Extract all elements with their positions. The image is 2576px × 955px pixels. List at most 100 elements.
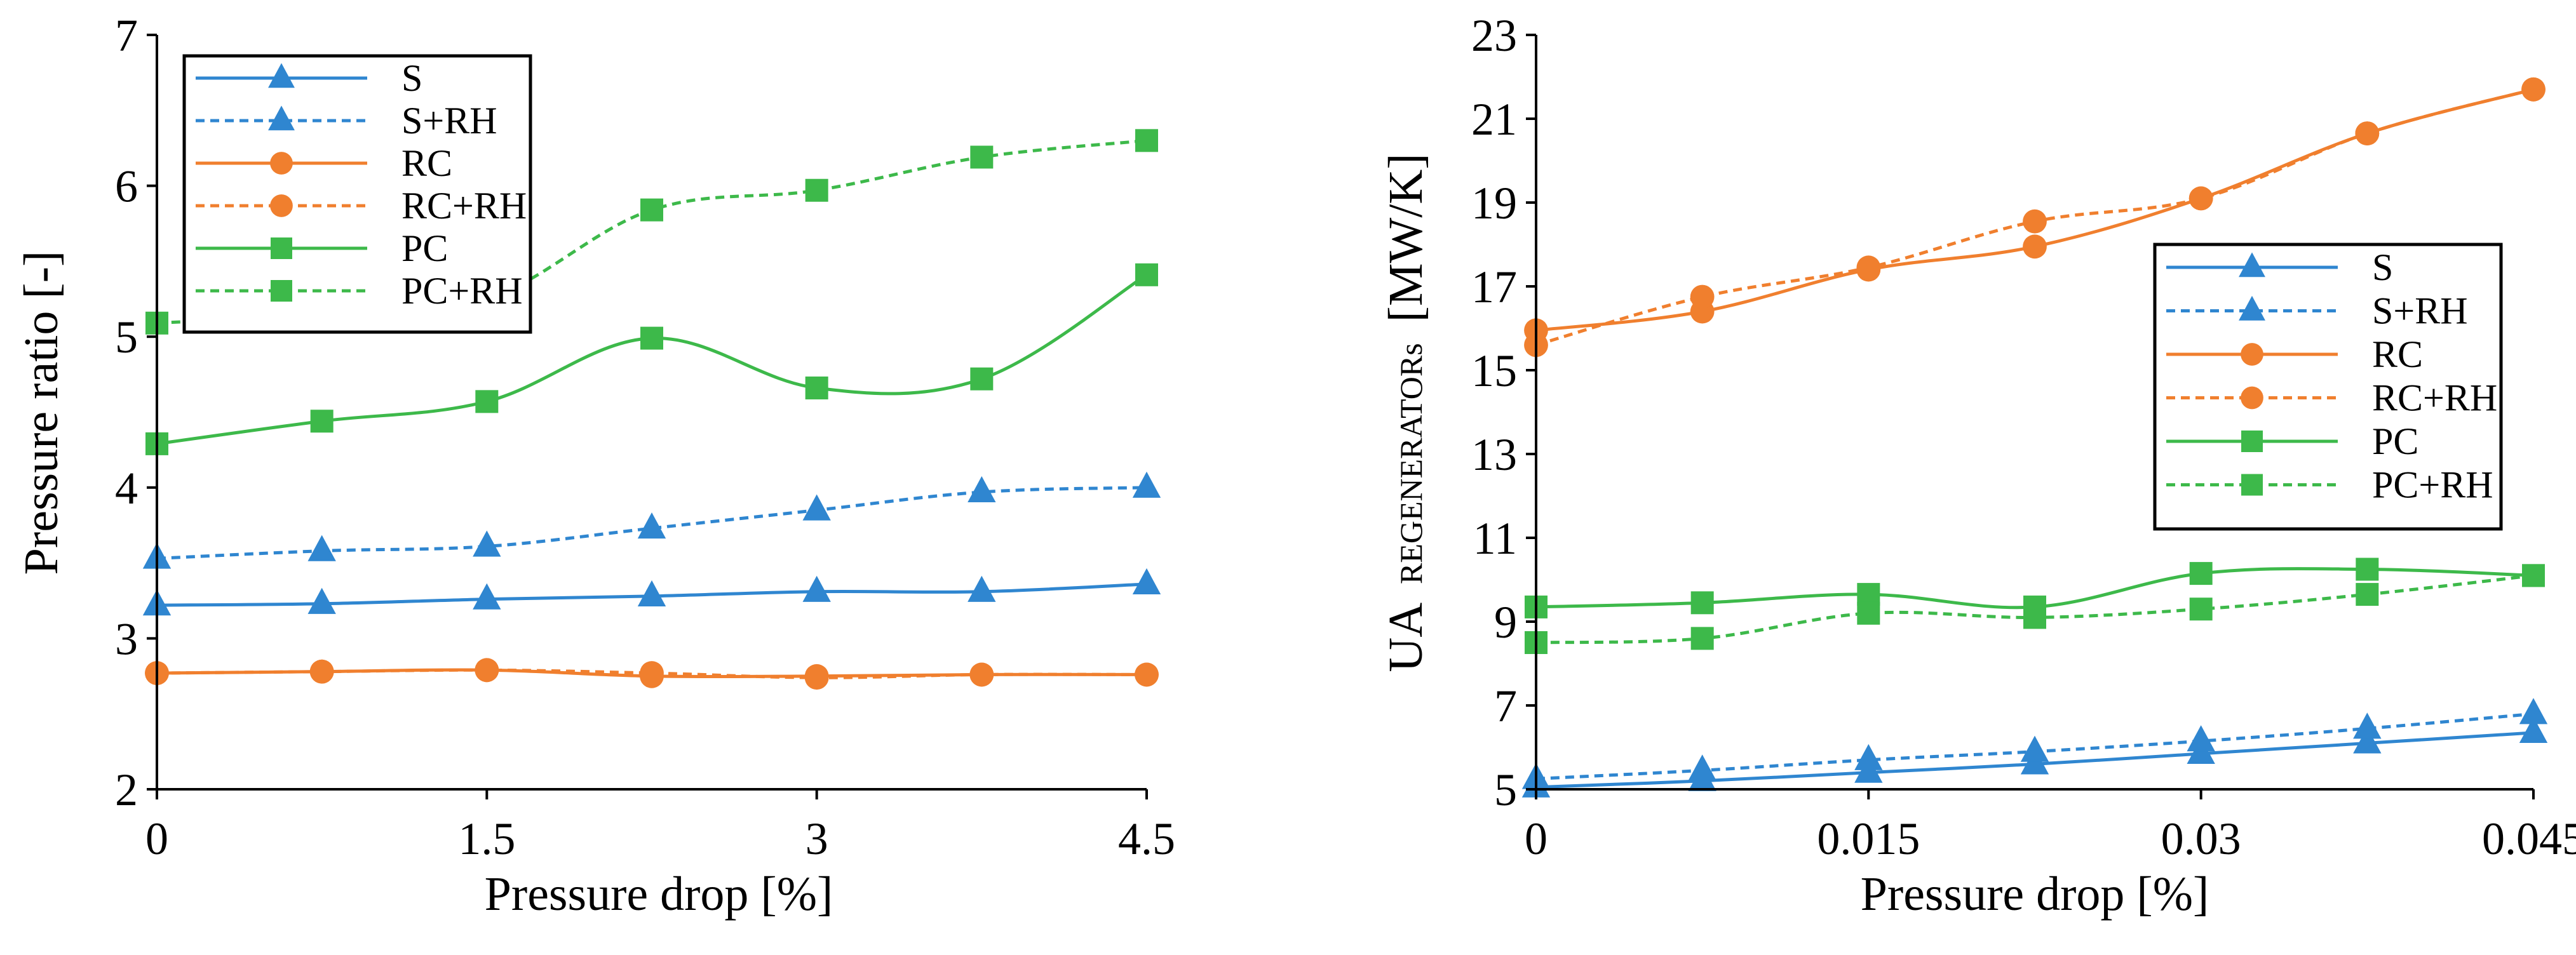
right-series-rc-rh-point-6 bbox=[2521, 77, 2546, 102]
left-series-pc-point-2 bbox=[475, 390, 499, 413]
right-y-tick-label: 11 bbox=[1473, 513, 1517, 564]
left-y-tick-label: 7 bbox=[115, 10, 138, 61]
left-x-tick-label: 1.5 bbox=[458, 813, 515, 864]
right-series-pc-rh-point-6 bbox=[2522, 564, 2545, 587]
left-axes bbox=[147, 34, 1148, 799]
right-legend-marker-pc bbox=[2241, 431, 2263, 452]
left-legend-label-rc: RC bbox=[401, 142, 452, 184]
left-series-pc-point-6 bbox=[1135, 263, 1158, 286]
left-x-tick-label: 3 bbox=[806, 813, 828, 864]
right-y-tick-label: 9 bbox=[1494, 597, 1517, 648]
left-series-pc-point-1 bbox=[310, 410, 334, 433]
right-y-tick-label: 21 bbox=[1471, 94, 1517, 145]
left-series-pc-point-4 bbox=[805, 376, 828, 399]
left-legend-label-s: S bbox=[401, 57, 422, 99]
left-x-tick-label: 0 bbox=[145, 813, 168, 864]
left-series-rc-rh-point-4 bbox=[804, 665, 829, 690]
left-series-s-point-5 bbox=[968, 575, 996, 602]
left-series-s-rh-point-4 bbox=[802, 494, 831, 521]
left-series-rc-rh-point-5 bbox=[969, 662, 994, 687]
right-legend-marker-s bbox=[2239, 252, 2265, 277]
left-y-tick-label: 4 bbox=[115, 463, 138, 514]
right-legend-label-s-rh: S+RH bbox=[2372, 290, 2468, 332]
left-series-s-point-2 bbox=[473, 583, 501, 610]
left-y-tick-label: 5 bbox=[115, 312, 138, 363]
left-legend-marker-pc-rh bbox=[271, 280, 292, 302]
right-series-rc-rh-point-5 bbox=[2355, 121, 2380, 146]
right-y-axis-label-sub: REGENERATORs bbox=[1393, 343, 1429, 584]
right-series-s-rh-point-3 bbox=[2020, 735, 2049, 762]
left-series-rc-rh-point-3 bbox=[640, 661, 664, 685]
left-x-tick-label: 4.5 bbox=[1118, 813, 1175, 864]
right-y-tick-label: 19 bbox=[1471, 178, 1517, 229]
right-legend-marker-rc bbox=[2241, 343, 2263, 366]
left-legend-marker-rc bbox=[270, 152, 293, 175]
right-y-tick-label: 23 bbox=[1471, 10, 1517, 61]
left-series-s-point-1 bbox=[307, 587, 336, 614]
right-series-s-point-5 bbox=[2353, 727, 2382, 754]
left-legend-box bbox=[182, 54, 532, 334]
right-y-axis-label: UA REGENERATORs [MW/K] bbox=[1379, 153, 1433, 672]
left-legend-label-pc: PC bbox=[401, 227, 448, 269]
right-series-pc-point-1 bbox=[1690, 591, 1714, 615]
right-legend-label-pc: PC bbox=[2372, 420, 2418, 462]
right-x-tick-label: 0 bbox=[1525, 813, 1548, 864]
right-series-pc-rh-point-5 bbox=[2356, 583, 2379, 606]
right-legend-box bbox=[2153, 243, 2503, 531]
right-series-pc-rh-point-2 bbox=[1857, 601, 1880, 625]
right-tick-labels: 5 7 9 11 13 15 17 19 21 23 0 0.015 0.03 0.045 bbox=[1471, 10, 2576, 864]
left-series-s-rh-point-2 bbox=[473, 530, 501, 557]
right-legend-label-s: S bbox=[2372, 246, 2393, 288]
right-series-layer bbox=[1521, 77, 2548, 798]
right-series-s-rh-point-6 bbox=[2519, 698, 2548, 725]
left-series-s-point-3 bbox=[637, 580, 666, 606]
right-x-tick-label: 0.015 bbox=[1817, 813, 1920, 864]
right-chart: 5 7 9 11 13 15 17 19 21 23 0 0.015 0.03 0.045 Pressur… bbox=[1379, 10, 2576, 921]
left-series-rc-rh-point-6 bbox=[1135, 662, 1159, 687]
left-series-pc-rh-point-5 bbox=[970, 145, 994, 169]
left-legend-label-s-rh: S+RH bbox=[401, 100, 497, 142]
right-legend-marker-pc-rh bbox=[2241, 474, 2263, 496]
right-legend-label-rc: RC bbox=[2372, 333, 2423, 375]
right-y-tick-label: 17 bbox=[1471, 262, 1517, 312]
left-legend-marker-pc bbox=[271, 237, 292, 259]
right-y-tick-label: 15 bbox=[1471, 345, 1517, 396]
left-series-pc-point-5 bbox=[970, 367, 994, 391]
right-series-s-rh-point-2 bbox=[1854, 744, 1883, 770]
left-legend-marker-s bbox=[268, 63, 295, 88]
right-x-tick-label: 0.03 bbox=[2161, 813, 2241, 864]
left-series-s-rh-point-6 bbox=[1132, 471, 1161, 498]
left-series-pc-rh-point-3 bbox=[640, 198, 663, 222]
left-x-axis-label: Pressure drop [%] bbox=[485, 867, 833, 921]
right-y-tick-label: 13 bbox=[1471, 429, 1517, 480]
right-series-s-rh-point-5 bbox=[2353, 712, 2382, 739]
left-legend-label-pc-rh: PC+RH bbox=[401, 270, 523, 312]
right-series-rc-rh-point-4 bbox=[2188, 186, 2213, 211]
right-y-tick-label: 5 bbox=[1494, 765, 1517, 815]
left-series-rc-rh-point-1 bbox=[309, 659, 334, 684]
right-legend-label-rc-rh: RC+RH bbox=[2372, 377, 2497, 419]
right-series-s-rh-point-1 bbox=[1688, 754, 1716, 781]
right-legend-marker-rc-rh bbox=[2241, 386, 2263, 410]
left-tick-labels: 2 3 4 5 6 7 0 1.5 3 4.5 bbox=[115, 10, 1175, 864]
left-series-pc-rh-point-6 bbox=[1135, 129, 1158, 152]
right-y-axis-label-main: UA bbox=[1379, 603, 1433, 672]
left-y-tick-label: 3 bbox=[115, 613, 138, 664]
left-series-pc-rh-point-4 bbox=[805, 178, 828, 202]
right-series-pc-rh-point-1 bbox=[1690, 627, 1714, 650]
right-x-axis-label: Pressure drop [%] bbox=[1861, 867, 2209, 921]
right-legend-label-pc-rh: PC+RH bbox=[2372, 464, 2493, 506]
right-series-rc-rh-point-1 bbox=[1690, 284, 1715, 309]
right-y-tick-label: 7 bbox=[1494, 681, 1517, 731]
right-series-pc-rh-point-3 bbox=[2023, 606, 2046, 629]
right-x-tick-label: 0.045 bbox=[2482, 813, 2576, 864]
left-legend-label-rc-rh: RC+RH bbox=[401, 185, 527, 227]
left-y-axis-label: Pressure ratio [-] bbox=[15, 251, 68, 575]
left-series-layer bbox=[142, 129, 1161, 690]
right-axes bbox=[1526, 34, 2535, 799]
left-y-tick-label: 6 bbox=[115, 161, 138, 212]
right-series-rc-point-3 bbox=[2023, 234, 2047, 259]
right-y-axis-label-unit: [MW/K] bbox=[1379, 153, 1433, 322]
